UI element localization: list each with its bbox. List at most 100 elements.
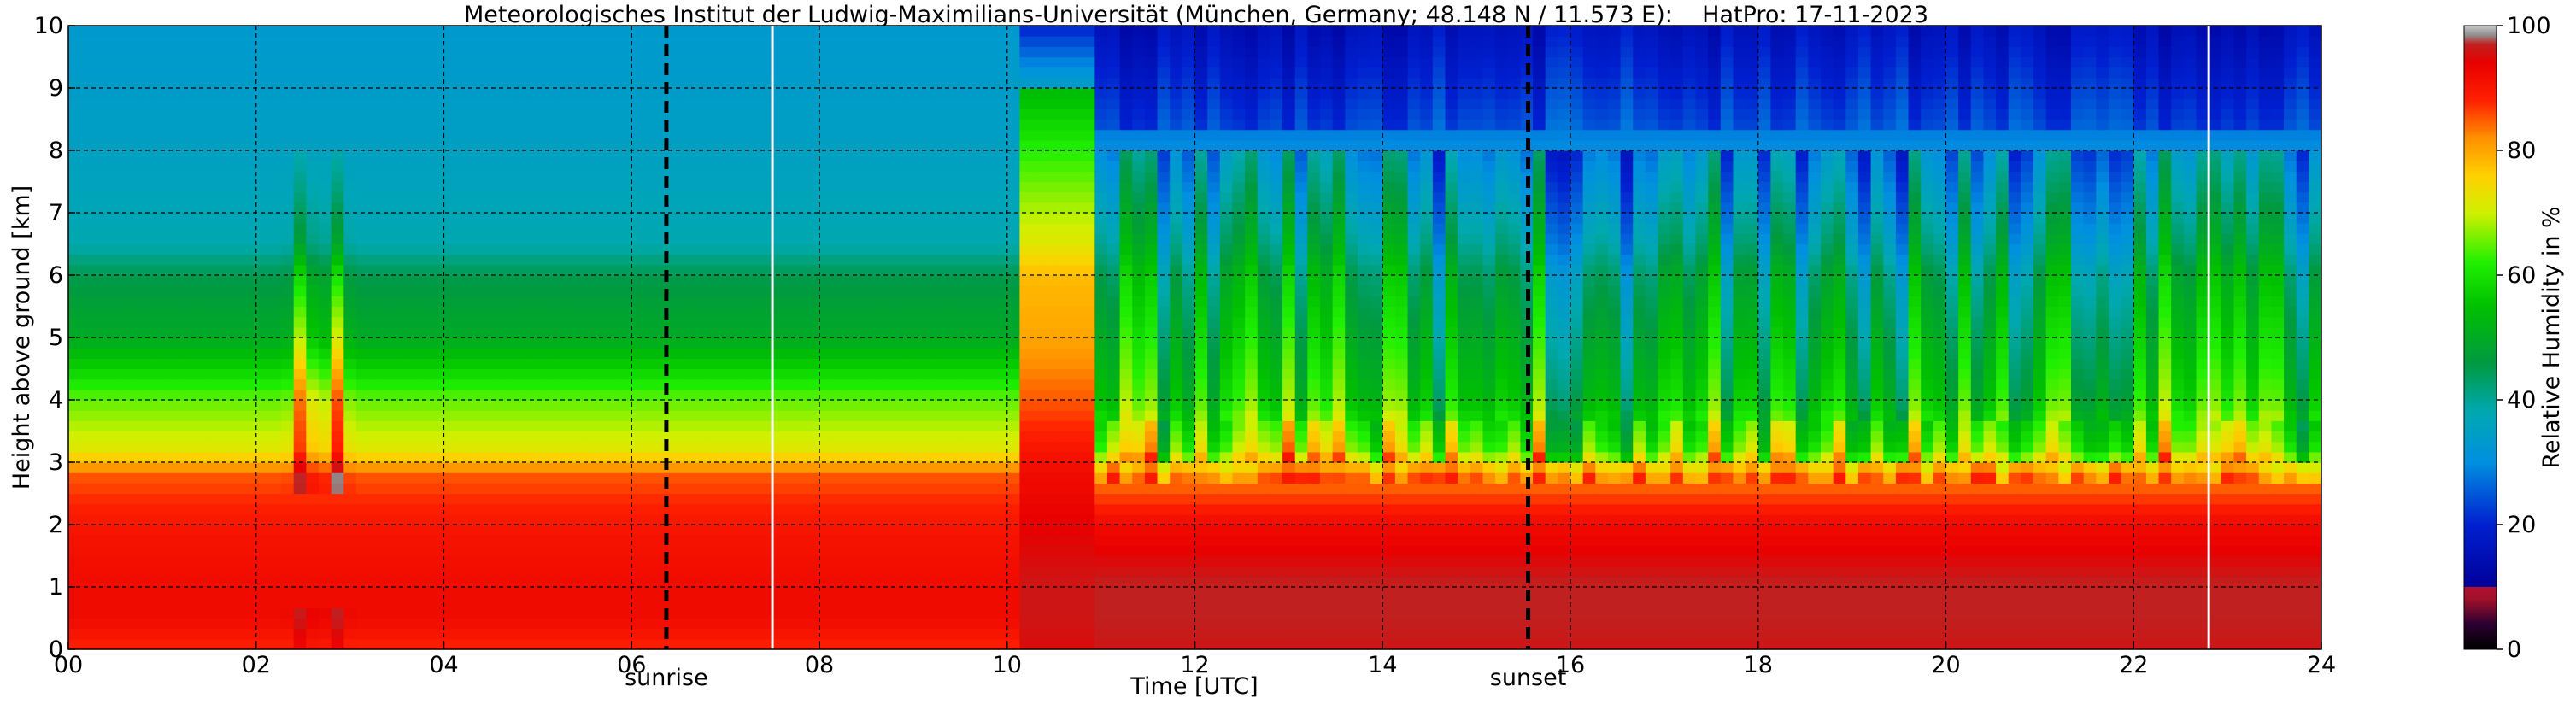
heatmap-cell — [1032, 628, 1046, 640]
heatmap-cell — [819, 77, 833, 89]
heatmap-cell — [606, 607, 620, 619]
heatmap-cell — [982, 337, 995, 349]
heatmap-cell — [594, 410, 607, 421]
heatmap-cell — [957, 368, 971, 380]
heatmap-cell — [756, 566, 770, 578]
heatmap-cell — [131, 181, 144, 193]
heatmap-cell — [669, 535, 683, 546]
heatmap-cell — [443, 368, 457, 380]
heatmap-cell — [681, 254, 695, 266]
heatmap-cell — [231, 607, 244, 619]
heatmap-cell — [155, 88, 169, 99]
heatmap-cell — [707, 67, 720, 79]
heatmap-cell — [193, 348, 207, 359]
heatmap-cell — [131, 88, 144, 99]
heatmap-cell — [681, 233, 695, 245]
heatmap-cell — [481, 431, 495, 443]
heatmap-cell — [669, 441, 683, 453]
heatmap-cell — [831, 36, 845, 47]
heatmap-cell — [406, 638, 420, 649]
heatmap-cell — [105, 326, 120, 338]
heatmap-cell — [343, 213, 357, 224]
heatmap-cell — [581, 358, 595, 370]
heatmap-cell — [406, 233, 420, 245]
heatmap-cell — [506, 129, 519, 141]
heatmap-cell — [193, 98, 207, 109]
heatmap-cell — [594, 285, 607, 296]
heatmap-cell — [844, 98, 858, 109]
heatmap-cell — [306, 56, 320, 68]
heatmap-cell — [669, 420, 683, 432]
heatmap-cell — [406, 451, 420, 463]
heatmap-cell — [606, 462, 620, 473]
heatmap-cell — [431, 150, 445, 161]
heatmap-cell — [419, 337, 432, 349]
heatmap-cell — [643, 316, 658, 328]
heatmap-cell — [143, 493, 157, 505]
heatmap-cell — [869, 36, 883, 47]
heatmap-cell — [456, 150, 470, 161]
heatmap-cell — [419, 618, 432, 630]
heatmap-cell — [506, 264, 519, 276]
heatmap-cell — [306, 431, 320, 443]
heatmap-cell — [869, 378, 883, 390]
heatmap-cell — [1044, 202, 1058, 214]
heatmap-cell — [643, 181, 658, 193]
heatmap-cell — [894, 67, 908, 79]
heatmap-cell — [619, 56, 632, 68]
heatmap-cell — [619, 129, 632, 141]
heatmap-cell — [306, 181, 320, 193]
heatmap-cell — [431, 98, 445, 109]
heatmap-cell — [406, 181, 420, 193]
heatmap-cell — [894, 46, 908, 58]
heatmap-cell — [844, 119, 858, 131]
heatmap-cell — [143, 285, 157, 296]
heatmap-cell — [631, 358, 645, 370]
heatmap-cell — [819, 285, 833, 296]
heatmap-cell — [807, 26, 820, 37]
heatmap-cell — [931, 56, 946, 68]
heatmap-cell — [731, 337, 745, 349]
heatmap-cell — [143, 56, 157, 68]
heatmap-cell — [931, 420, 946, 432]
heatmap-cell — [1044, 233, 1058, 245]
heatmap-cell — [807, 316, 820, 328]
heatmap-cell — [782, 400, 795, 411]
heatmap-cell — [80, 638, 94, 649]
heatmap-cell — [831, 56, 845, 68]
heatmap-cell — [831, 628, 845, 640]
heatmap-cell — [581, 525, 595, 536]
heatmap-cell — [206, 98, 220, 109]
heatmap-cell — [831, 618, 845, 630]
heatmap-cell — [431, 576, 445, 588]
heatmap-cell — [982, 150, 995, 161]
heatmap-cell — [982, 223, 995, 234]
heatmap-cell — [807, 420, 820, 432]
heatmap-cell — [606, 545, 620, 557]
heatmap-cell — [519, 109, 532, 120]
heatmap-cell — [180, 587, 195, 598]
heatmap-cell — [355, 483, 370, 495]
heatmap-cell — [707, 326, 720, 338]
heatmap-cell — [931, 337, 946, 349]
heatmap-cell — [957, 628, 971, 640]
heatmap-cell — [606, 378, 620, 390]
heatmap-cell — [180, 597, 195, 608]
heatmap-cell — [80, 181, 94, 193]
heatmap-cell — [869, 535, 883, 546]
heatmap-cell — [643, 628, 658, 640]
heatmap-cell — [68, 368, 82, 380]
heatmap-cell — [393, 306, 408, 318]
heatmap-cell — [456, 88, 470, 99]
heatmap-cell — [831, 98, 845, 109]
heatmap-cell — [355, 628, 370, 640]
heatmap-cell — [819, 337, 833, 349]
heatmap-cell — [594, 223, 607, 234]
heatmap-cell — [93, 410, 107, 421]
heatmap-cell — [631, 451, 645, 463]
heatmap-cell — [306, 316, 320, 328]
heatmap-cell — [882, 628, 895, 640]
heatmap-cell — [931, 98, 946, 109]
heatmap-cell — [1032, 587, 1046, 598]
heatmap-cell — [957, 243, 971, 255]
